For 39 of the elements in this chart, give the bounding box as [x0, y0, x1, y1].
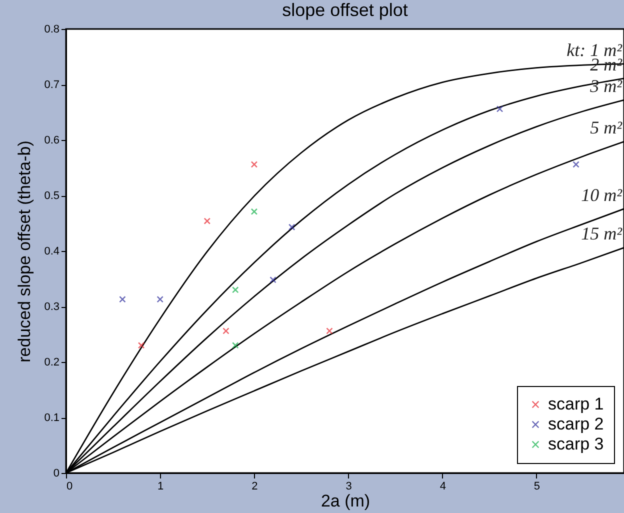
y-tick-label: 0.7	[44, 79, 60, 91]
y-axis-title: reduced slope offset (theta-b)	[15, 140, 34, 362]
point	[222, 328, 230, 334]
y-tick-label: 0.3	[44, 301, 60, 313]
legend-label: scarp 1	[548, 394, 604, 414]
y-tick-label: 0.2	[44, 356, 60, 368]
x-tick-label: 4	[440, 480, 446, 492]
point	[250, 208, 258, 215]
y-tick-label: 0.6	[44, 134, 60, 146]
point	[326, 328, 333, 334]
legend-label: scarp 2	[548, 414, 604, 434]
x-tick-label: 1	[158, 480, 164, 492]
point	[138, 342, 145, 349]
x-tick-label: 2	[252, 480, 258, 492]
series-label: 15 m²	[581, 224, 623, 244]
y-tick-label: 0.1	[44, 412, 60, 424]
x-axis-title: 2a (m)	[320, 492, 370, 510]
x-tick-label: 0	[66, 480, 73, 492]
x-tick-label: 3	[346, 480, 352, 492]
point	[232, 286, 239, 294]
chart-title: slope offset plot	[282, 0, 408, 20]
series-label: kt: 1 m²	[566, 40, 623, 60]
point	[204, 218, 211, 224]
y-tick-label: 0.5	[44, 190, 60, 202]
point	[250, 161, 258, 168]
point	[232, 342, 239, 349]
series-label: 10 m²	[581, 184, 623, 205]
y-tick-label: 0	[53, 468, 60, 480]
legend-label: scarp 3	[548, 434, 604, 454]
point	[572, 161, 580, 168]
point	[270, 276, 276, 284]
x-tick-label: 5	[534, 480, 540, 492]
point	[156, 296, 164, 303]
y-tick-label: 0.4	[44, 246, 60, 258]
point	[288, 224, 296, 231]
series-label: 5 m²	[590, 118, 623, 138]
y-tick-label: 0.8	[44, 24, 60, 36]
point	[496, 106, 504, 112]
point	[119, 296, 126, 303]
